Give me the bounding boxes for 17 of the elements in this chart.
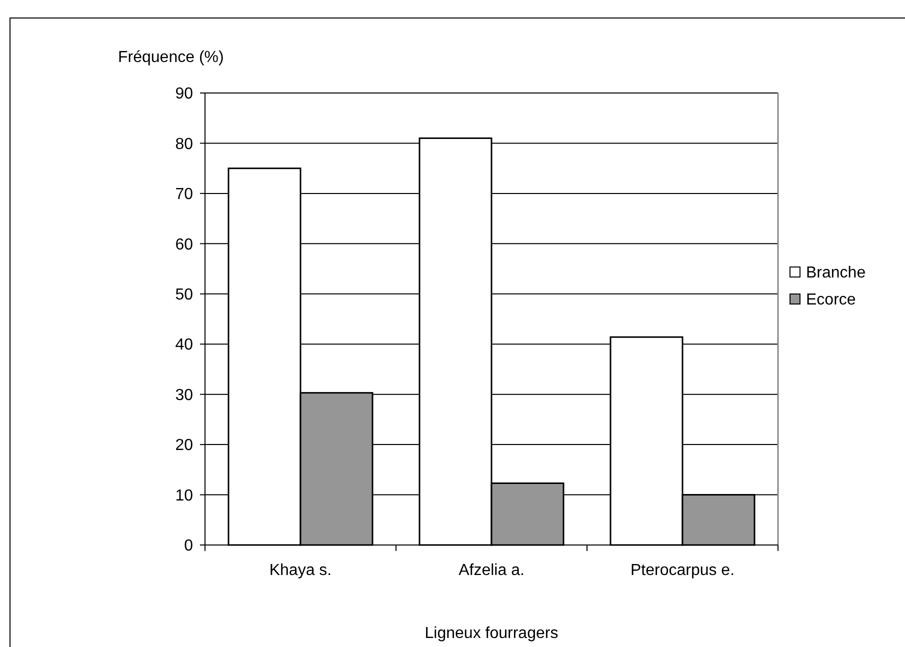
y-tick-label: 0 — [184, 538, 194, 555]
y-tick-label: 50 — [175, 286, 194, 304]
legend-label: Branche — [806, 264, 866, 282]
y-tick-label: 70 — [175, 186, 194, 204]
y-tick-label: 80 — [175, 136, 194, 153]
y-tick-label: 10 — [175, 487, 194, 504]
y-tick-label: 40 — [175, 336, 194, 354]
x-tick-label: Khaya s. — [269, 562, 332, 579]
y-tick-label: 30 — [175, 386, 194, 404]
y-tick-label: 60 — [175, 236, 194, 254]
y-axis-title: Fréquence (%) — [118, 49, 224, 66]
x-tick-label: Afzelia a. — [458, 562, 524, 579]
y-tick-label: 20 — [175, 437, 194, 454]
legend-label: Ecorce — [806, 292, 856, 309]
y-tick-label: 90 — [175, 86, 194, 103]
x-axis-title: Ligneux fourragers — [424, 625, 558, 642]
x-tick-label: Pterocarpus e. — [630, 562, 735, 579]
